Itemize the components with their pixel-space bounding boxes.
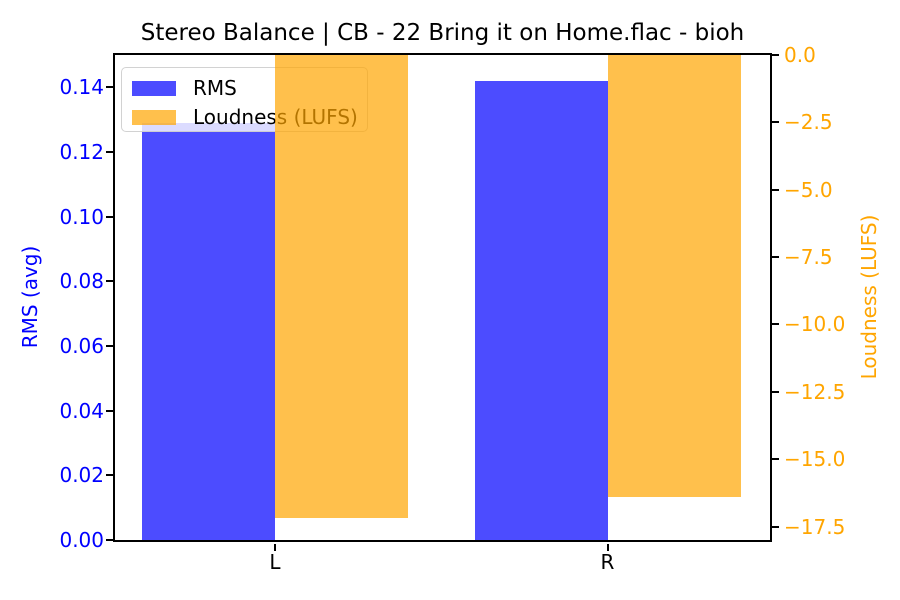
legend-item-loudness: Loudness (LUFS) <box>132 105 359 129</box>
left-tick-mark <box>106 215 113 218</box>
right-tick-label: 0.0 <box>784 43 816 67</box>
legend-label: Loudness (LUFS) <box>193 105 358 129</box>
right-tick-label: −7.5 <box>784 245 833 270</box>
left-tick-mark <box>106 151 113 153</box>
x-tick-mark <box>606 544 609 551</box>
right-tick-label: −5.0 <box>784 177 833 202</box>
left-axis-label: RMS (avg) <box>18 245 42 349</box>
legend-item-rms: RMS <box>132 76 359 100</box>
right-tick-label: −10.0 <box>784 312 846 337</box>
legend-label: RMS <box>193 76 237 100</box>
legend: RMS Loudness (LUFS) <box>121 67 368 132</box>
right-tick-mark <box>772 525 779 528</box>
x-tick-label-l: L <box>269 550 281 574</box>
x-tick-label-r: R <box>600 550 615 574</box>
right-tick-label: −2.5 <box>784 110 833 135</box>
loudness-legend-swatch <box>132 109 176 125</box>
right-tick-mark <box>772 458 779 461</box>
left-tick-mark <box>106 409 113 412</box>
right-tick-mark <box>772 256 779 259</box>
left-tick-mark <box>106 345 113 347</box>
right-tick-label: −15.0 <box>784 447 846 472</box>
chart-title: Stereo Balance | CB - 22 Bring it on Hom… <box>140 20 745 46</box>
right-tick-mark <box>772 390 779 393</box>
left-tick-mark <box>106 539 113 541</box>
left-tick-label: 0.10 <box>59 204 104 229</box>
rms-bar-r <box>474 80 608 540</box>
right-tick-mark <box>772 323 779 326</box>
left-tick-label: 0.00 <box>59 528 104 552</box>
left-tick-label: 0.06 <box>59 334 104 358</box>
left-tick-label: 0.08 <box>59 269 104 294</box>
left-tick-label: 0.02 <box>59 463 104 488</box>
rms-bar-l <box>142 122 275 540</box>
left-tick-label: 0.14 <box>59 75 104 100</box>
left-tick-mark <box>106 280 113 283</box>
right-tick-mark <box>772 54 779 56</box>
left-tick-mark <box>106 86 113 89</box>
right-tick-label: −17.5 <box>784 514 846 539</box>
left-tick-label: 0.12 <box>59 140 104 164</box>
right-axis-label: Loudness (LUFS) <box>857 214 881 380</box>
right-tick-label: −12.5 <box>784 379 846 404</box>
right-tick-mark <box>772 121 779 124</box>
loudness-bar-r <box>607 55 741 497</box>
left-tick-label: 0.04 <box>59 398 104 423</box>
right-tick-mark <box>772 188 779 191</box>
rms-legend-swatch <box>132 80 176 96</box>
x-tick-mark <box>274 544 276 551</box>
left-tick-mark <box>106 474 113 477</box>
